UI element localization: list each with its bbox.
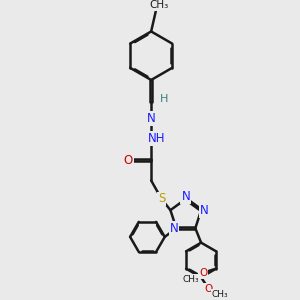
Text: N: N — [147, 112, 155, 124]
Text: O: O — [123, 154, 133, 167]
Text: O: O — [204, 284, 212, 294]
Text: N: N — [200, 204, 209, 217]
Text: NH: NH — [148, 132, 166, 145]
Text: H: H — [160, 94, 168, 104]
Text: CH₃: CH₃ — [182, 274, 199, 284]
Text: S: S — [158, 193, 165, 206]
Text: N: N — [182, 190, 190, 203]
Text: CH₃: CH₃ — [211, 290, 228, 299]
Text: N: N — [169, 222, 178, 235]
Text: O: O — [199, 268, 208, 278]
Text: CH₃: CH₃ — [149, 1, 168, 10]
